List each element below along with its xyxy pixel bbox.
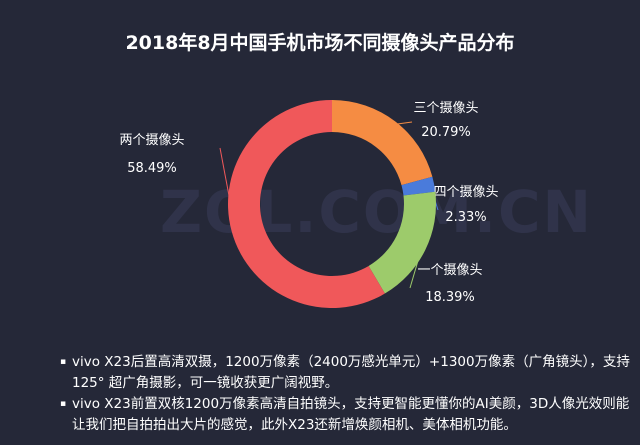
chart-title: 2018年8月中国手机市场不同摄像头产品分布 bbox=[125, 32, 515, 54]
slice-value-label: 20.79% bbox=[421, 125, 471, 140]
slice-label: 三个摄像头 bbox=[413, 101, 478, 116]
donut-slice bbox=[368, 191, 436, 294]
slice-value-label: 58.49% bbox=[127, 161, 177, 176]
leader-line bbox=[392, 121, 413, 126]
slice-label: 两个摄像头 bbox=[119, 133, 184, 148]
leader-line bbox=[409, 248, 423, 289]
note-front-camera: ▪ vivo X23前置双核1200万像素高清自拍镜头，支持更智能更懂你的AI美… bbox=[60, 394, 635, 436]
leader-line bbox=[219, 147, 237, 231]
note-rear-camera: ▪ vivo X23后置高清双摄，1200万像素（2400万感光单元）+1300… bbox=[60, 352, 635, 394]
slice-value-label: 18.39% bbox=[425, 290, 475, 305]
donut-slice bbox=[401, 176, 436, 196]
slice-label: 四个摄像头 bbox=[433, 185, 498, 200]
slice-value-label: 2.33% bbox=[445, 210, 486, 225]
donut-slice bbox=[332, 100, 433, 186]
note-text: vivo X23前置双核1200万像素高清自拍镜头，支持更智能更懂你的AI美颜，… bbox=[72, 396, 630, 433]
note-text: vivo X23后置高清双摄，1200万像素（2400万感光单元）+1300万像… bbox=[72, 354, 630, 391]
notes-list: ▪ vivo X23后置高清双摄，1200万像素（2400万感光单元）+1300… bbox=[60, 352, 635, 436]
slice-label: 一个摄像头 bbox=[417, 263, 482, 278]
donut-chart: 三个摄像头 20.79% 四个摄像头 2.33% 一个摄像头 18.39% 两个摄像头 58.… bbox=[119, 100, 499, 308]
donut-slice bbox=[228, 100, 385, 308]
bullet-icon: ▪ bbox=[60, 399, 67, 409]
bullet-icon: ▪ bbox=[60, 357, 67, 367]
